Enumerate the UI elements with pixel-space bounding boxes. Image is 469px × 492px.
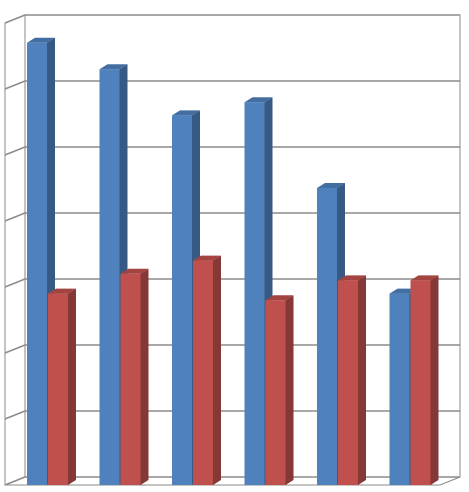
bar-side xyxy=(213,255,221,485)
bar-side xyxy=(358,275,366,485)
bar-top xyxy=(317,183,345,188)
bar-top xyxy=(193,255,221,261)
bar-top xyxy=(172,110,200,116)
bar-top xyxy=(48,288,76,294)
bar-side xyxy=(68,288,76,485)
bar-top xyxy=(410,275,439,281)
bar-top xyxy=(338,275,366,281)
bar xyxy=(265,300,286,485)
grid-line-side xyxy=(4,80,26,90)
bar xyxy=(193,260,213,485)
bar-top xyxy=(244,97,273,103)
bar xyxy=(172,115,192,486)
grid-line-side xyxy=(4,278,26,288)
bar xyxy=(410,280,431,485)
grid-line-side xyxy=(4,146,26,156)
grid-line-side xyxy=(4,410,26,420)
bar-side xyxy=(140,268,149,485)
grid-line-side xyxy=(4,212,26,222)
grid-line-side xyxy=(4,14,26,24)
bar xyxy=(317,188,337,485)
bar xyxy=(244,102,265,485)
bar xyxy=(27,42,47,486)
bar-side xyxy=(430,275,439,485)
bar xyxy=(48,293,68,485)
grid-line-side xyxy=(4,476,26,486)
bar xyxy=(99,69,120,485)
bar-top xyxy=(120,268,149,274)
bar xyxy=(120,273,141,485)
bar xyxy=(389,293,410,485)
bar-side xyxy=(285,295,294,485)
bar-top xyxy=(99,64,128,70)
bar-top xyxy=(265,295,294,301)
grid-line-side xyxy=(4,344,26,354)
bar-top xyxy=(27,37,55,43)
bar xyxy=(338,280,358,485)
